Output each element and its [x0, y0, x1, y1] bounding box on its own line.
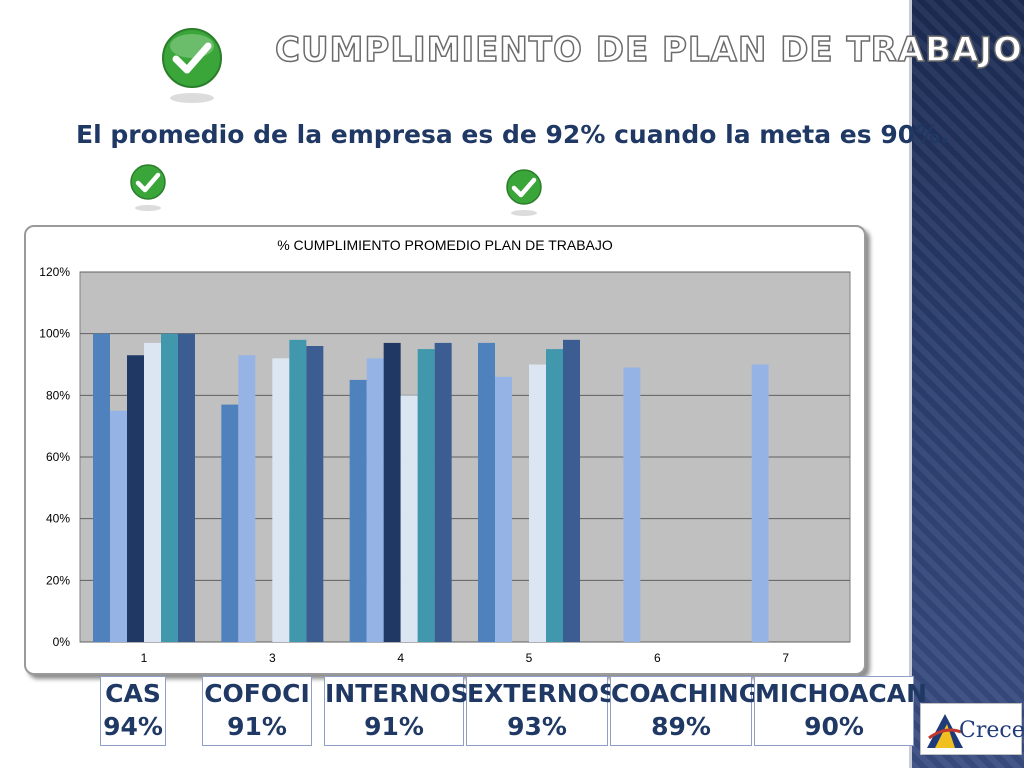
label-box-michoacan: MICHOACAN 90%: [754, 676, 927, 746]
bar-chart: 0% 20% 40% 60% 80% 100% 120% 1 3 4 5 6 7: [39, 265, 851, 665]
bar: [751, 364, 769, 642]
bar: [93, 333, 110, 642]
y-tick-label: 20%: [46, 573, 70, 587]
label-box-coaching: COACHING 89%: [610, 676, 760, 746]
bar: [178, 333, 195, 642]
logo-icon: [927, 714, 963, 748]
bar: [161, 333, 178, 642]
label-name: CAS: [105, 679, 161, 708]
bar: [306, 346, 324, 642]
bar: [110, 410, 127, 642]
y-tick-label: 40%: [46, 512, 70, 526]
label-name: COFOCI: [204, 679, 310, 708]
bar: [349, 379, 367, 642]
label-box-internos: INTERNOS 91%: [324, 676, 469, 746]
label-percent: 91%: [364, 712, 424, 741]
label-box-cas: CAS 94%: [100, 676, 166, 746]
label-percent: 94%: [103, 712, 163, 741]
bar: [417, 349, 435, 642]
bar: [623, 367, 641, 642]
x-tick-label: 6: [654, 651, 661, 665]
bar: [127, 355, 144, 642]
label-percent: 93%: [507, 712, 567, 741]
side-decorative-panel: [912, 0, 1024, 768]
label-name: MICHOACAN: [755, 679, 927, 708]
y-tick-label: 60%: [46, 450, 70, 464]
y-tick-label: 100%: [39, 327, 70, 341]
bar: [400, 395, 418, 642]
label-percent: 89%: [651, 712, 711, 741]
slide-subtitle: El promedio de la empresa es de 92% cuan…: [76, 120, 950, 149]
chart-title: % CUMPLIMIENTO PROMEDIO PLAN DE TRABAJO: [277, 237, 613, 253]
label-percent: 91%: [227, 712, 287, 741]
slide-title: CUMPLIMIENTO DE PLAN DE TRABAJO: [274, 29, 1023, 71]
bar: [495, 376, 512, 642]
checkmark-icon: [506, 169, 542, 216]
bar: [383, 342, 401, 642]
bar: [366, 358, 384, 642]
y-tick-label: 120%: [39, 265, 70, 279]
x-tick-label: 1: [141, 651, 148, 665]
checkmark-icon: [130, 164, 166, 211]
y-tick-label: 80%: [46, 388, 70, 402]
label-box-externos: EXTERNOS 93%: [466, 676, 617, 746]
label-percent: 90%: [804, 712, 864, 741]
x-tick-label: 5: [526, 651, 533, 665]
label-name: COACHING: [611, 679, 760, 708]
side-panel-edge: [909, 0, 912, 768]
bar: [272, 358, 290, 642]
label-box-cofoci: COFOCI 91%: [202, 676, 312, 746]
label-name: INTERNOS: [325, 679, 469, 708]
x-tick-label: 4: [397, 651, 404, 665]
bar: [238, 355, 256, 642]
label-name: EXTERNOS: [467, 679, 617, 708]
checkmark-icon: [162, 28, 222, 103]
bar: [434, 342, 452, 642]
logo-text: Crece: [959, 718, 1024, 743]
bar: [221, 404, 239, 642]
bar: [546, 349, 563, 642]
chart-card: % CUMPLIMIENTO PROMEDIO PLAN DE TRABAJO …: [24, 225, 866, 675]
x-tick-label: 7: [782, 651, 789, 665]
bar: [563, 339, 580, 642]
bar: [529, 364, 546, 642]
bar: [478, 342, 495, 642]
x-tick-label: 3: [269, 651, 276, 665]
y-tick-label: 0%: [53, 635, 71, 649]
bar: [289, 339, 307, 642]
bar: [144, 342, 161, 642]
logo: Crece: [920, 703, 1024, 755]
